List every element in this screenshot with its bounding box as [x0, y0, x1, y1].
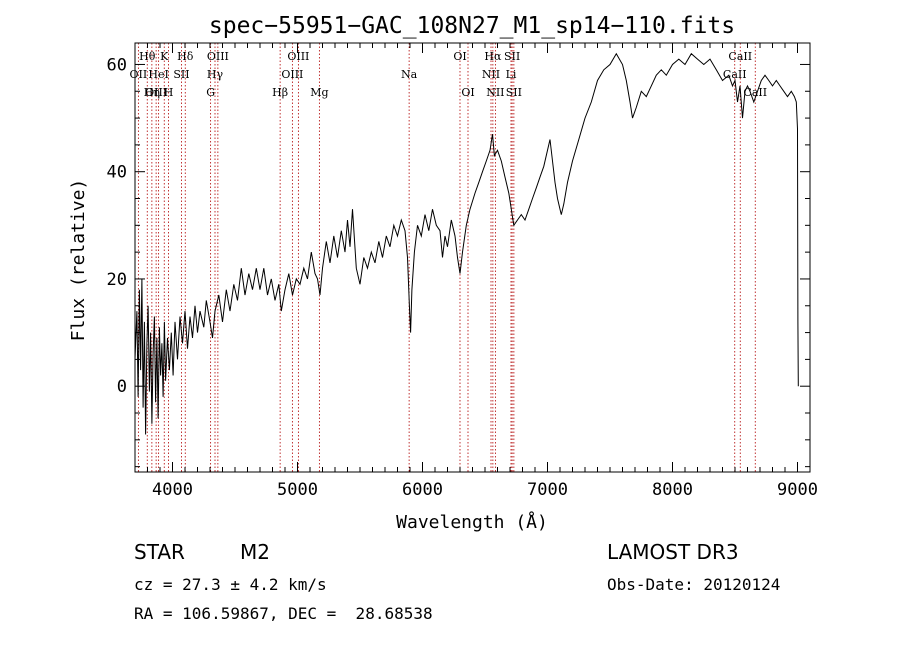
x-axis-label: Wavelength (Å) [396, 511, 548, 533]
flux-series-line [134, 52, 799, 435]
spectral-line-label: HeI [148, 68, 168, 81]
spectral-line-label: CaII [728, 50, 752, 63]
object-subclass: M2 [240, 540, 270, 564]
spectral-line-label: OIII [207, 50, 229, 63]
spectral-line-label: OIII [287, 50, 309, 63]
redshift-cz: cz = 27.3 ± 4.2 km/s [134, 575, 327, 594]
spectral-line-label: K [160, 50, 169, 63]
x-axis-ticks: 4000 5000 6000 7000 8000 9000 [134, 43, 818, 500]
y-tick-label: 0 [117, 377, 127, 397]
spectral-line-label: Hγ [207, 68, 224, 81]
x-tick-label: 5000 [277, 480, 318, 500]
spectral-line-label: H [164, 86, 174, 99]
spectral-line-label: SII [506, 86, 522, 99]
spectral-line-label: Na [401, 68, 418, 81]
x-tick-label: 9000 [777, 480, 818, 500]
y-tick-label: 20 [107, 270, 127, 290]
spectral-line-label: NII [486, 86, 504, 99]
spectral-line-label: Li [506, 68, 517, 81]
spectrum-chart: spec−55951−GAC_108N27_M1_sp14−110.fits H… [68, 13, 818, 533]
emission-lines [137, 43, 756, 472]
x-tick-label: 4000 [152, 480, 193, 500]
coordinates: RA = 106.59867, DEC = 28.68538 [134, 604, 433, 623]
spectral-line-label: OIII [281, 68, 303, 81]
spectral-line-label: SII [504, 50, 520, 63]
y-tick-label: 40 [107, 163, 127, 183]
spectral-line-label: Hα [484, 50, 502, 63]
spectral-line-label: CaII [723, 68, 747, 81]
spectral-line-label: Hβ [272, 86, 288, 99]
y-axis-label: Flux (relative) [68, 179, 89, 342]
x-tick-label: 7000 [527, 480, 568, 500]
spectral-line-label: OII [130, 68, 148, 81]
spectral-line-label: Mg [310, 86, 328, 99]
y-axis-ticks: 0 20 40 60 [107, 55, 810, 468]
spectral-line-label: SII [173, 68, 189, 81]
spectral-line-label: OI [453, 50, 466, 63]
survey-name: LAMOST DR3 [607, 540, 739, 564]
spectral-line-label: OI [461, 86, 474, 99]
chart-title: spec−55951−GAC_108N27_M1_sp14−110.fits [209, 13, 735, 39]
spectral-line-label: NII [482, 68, 500, 81]
x-tick-label: 8000 [652, 480, 693, 500]
spectral-line-label: G [206, 86, 215, 99]
plot-frame [134, 42, 811, 473]
object-class: STAR [134, 540, 185, 564]
observation-date: Obs-Date: 20120124 [607, 575, 781, 594]
spectral-line-label: Hθ [139, 50, 156, 63]
spectral-line-label: Hδ [177, 50, 194, 63]
spectral-line-label: Hη [144, 86, 160, 99]
spectral-line-label: OIII [145, 86, 167, 99]
x-tick-label: 6000 [402, 480, 443, 500]
y-tick-label: 60 [107, 55, 127, 75]
